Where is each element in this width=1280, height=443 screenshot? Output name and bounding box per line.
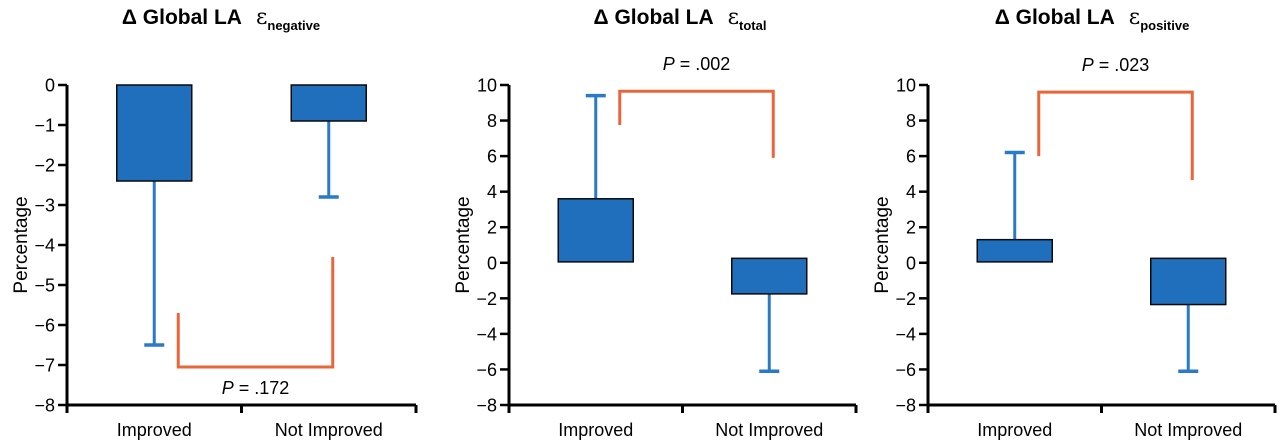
title-subscript: negative bbox=[267, 18, 320, 33]
x-tick-label: Not Improved bbox=[1134, 420, 1242, 440]
y-tick-label: −2 bbox=[476, 289, 497, 309]
significance-bracket bbox=[1037, 90, 1194, 181]
title-epsilon-symbol: ε bbox=[728, 5, 739, 30]
chart-title: Δ Global LA εpositive bbox=[995, 5, 1190, 33]
y-tick-label: −6 bbox=[476, 360, 497, 380]
y-tick-label: −8 bbox=[895, 396, 916, 416]
p-value-label: P = .002 bbox=[663, 54, 731, 74]
y-axis-label: Percentage bbox=[872, 196, 893, 293]
x-tick-label: Improved bbox=[977, 420, 1052, 440]
y-tick-label: −8 bbox=[476, 396, 497, 416]
y-tick-label: −8 bbox=[34, 396, 55, 416]
y-axis-label: Percentage bbox=[453, 196, 474, 293]
title-epsilon-symbol: ε bbox=[1129, 5, 1140, 30]
y-tick-label: −4 bbox=[895, 324, 916, 344]
y-axis-label: Percentage bbox=[11, 196, 32, 293]
title-subscript: total bbox=[739, 18, 766, 33]
title-text: Δ Global LA bbox=[995, 6, 1115, 29]
x-tick-label: Not Improved bbox=[715, 420, 823, 440]
chart-panel-2: Δ Global LA εtotal Percentage 10 8 6 4 2 0 −2 −4 −6… bbox=[453, 5, 858, 440]
y-tick-label: −4 bbox=[34, 236, 55, 256]
y-tick-label: 8 bbox=[487, 111, 497, 131]
title-epsilon-symbol: ε bbox=[256, 5, 267, 30]
y-tick-label: −6 bbox=[895, 360, 916, 380]
chart-title: Δ Global LA εnegative bbox=[122, 5, 320, 33]
bar-improved bbox=[116, 84, 193, 182]
title-text: Δ Global LA bbox=[122, 6, 242, 29]
title-subscript: positive bbox=[1140, 18, 1189, 33]
y-tick-label: −2 bbox=[34, 156, 55, 176]
y-tick-label: −5 bbox=[34, 276, 55, 296]
significance-bracket bbox=[176, 257, 335, 369]
x-tick-label: Not Improved bbox=[275, 420, 383, 440]
y-tick-label: −7 bbox=[34, 356, 55, 376]
y-tick-label: 0 bbox=[45, 76, 55, 96]
y-tick-label: 10 bbox=[477, 76, 497, 96]
y-tick-label: 6 bbox=[906, 147, 916, 167]
bar-improved bbox=[976, 238, 1053, 263]
chart-title: Δ Global LA εtotal bbox=[594, 5, 767, 33]
y-tick-label: 4 bbox=[906, 182, 916, 202]
title-text: Δ Global LA bbox=[594, 6, 714, 29]
significance-bracket bbox=[618, 89, 775, 158]
p-value-label: P = .172 bbox=[222, 378, 290, 398]
bar-not-improved bbox=[1150, 257, 1227, 306]
y-tick-label: −2 bbox=[895, 289, 916, 309]
x-tick-label: Improved bbox=[558, 420, 633, 440]
y-tick-label: −1 bbox=[34, 116, 55, 136]
y-tick-label: 2 bbox=[487, 218, 497, 238]
bar-not-improved bbox=[290, 84, 367, 122]
p-value-label: P = .023 bbox=[1082, 55, 1150, 75]
bar-not-improved bbox=[731, 257, 808, 295]
chart-panel-1: Δ Global LA εnegative Percentage 0 −1 −2 −3 −4 −… bbox=[11, 5, 418, 440]
y-tick-label: 0 bbox=[487, 253, 497, 273]
y-tick-label: 2 bbox=[906, 218, 916, 238]
y-tick-label: 8 bbox=[906, 111, 916, 131]
bar-improved bbox=[557, 198, 634, 263]
chart-panel-3: Δ Global LA εpositive Percentage 10 8 6 4 2 0 −2 −… bbox=[872, 5, 1277, 440]
y-tick-label: −3 bbox=[34, 196, 55, 216]
y-tick-label: 6 bbox=[487, 147, 497, 167]
y-tick-label: 0 bbox=[906, 253, 916, 273]
y-tick-label: 10 bbox=[896, 76, 916, 96]
y-tick-label: −6 bbox=[34, 316, 55, 336]
x-tick-label: Improved bbox=[117, 420, 192, 440]
y-tick-label: −4 bbox=[476, 324, 497, 344]
y-tick-label: 4 bbox=[487, 182, 497, 202]
